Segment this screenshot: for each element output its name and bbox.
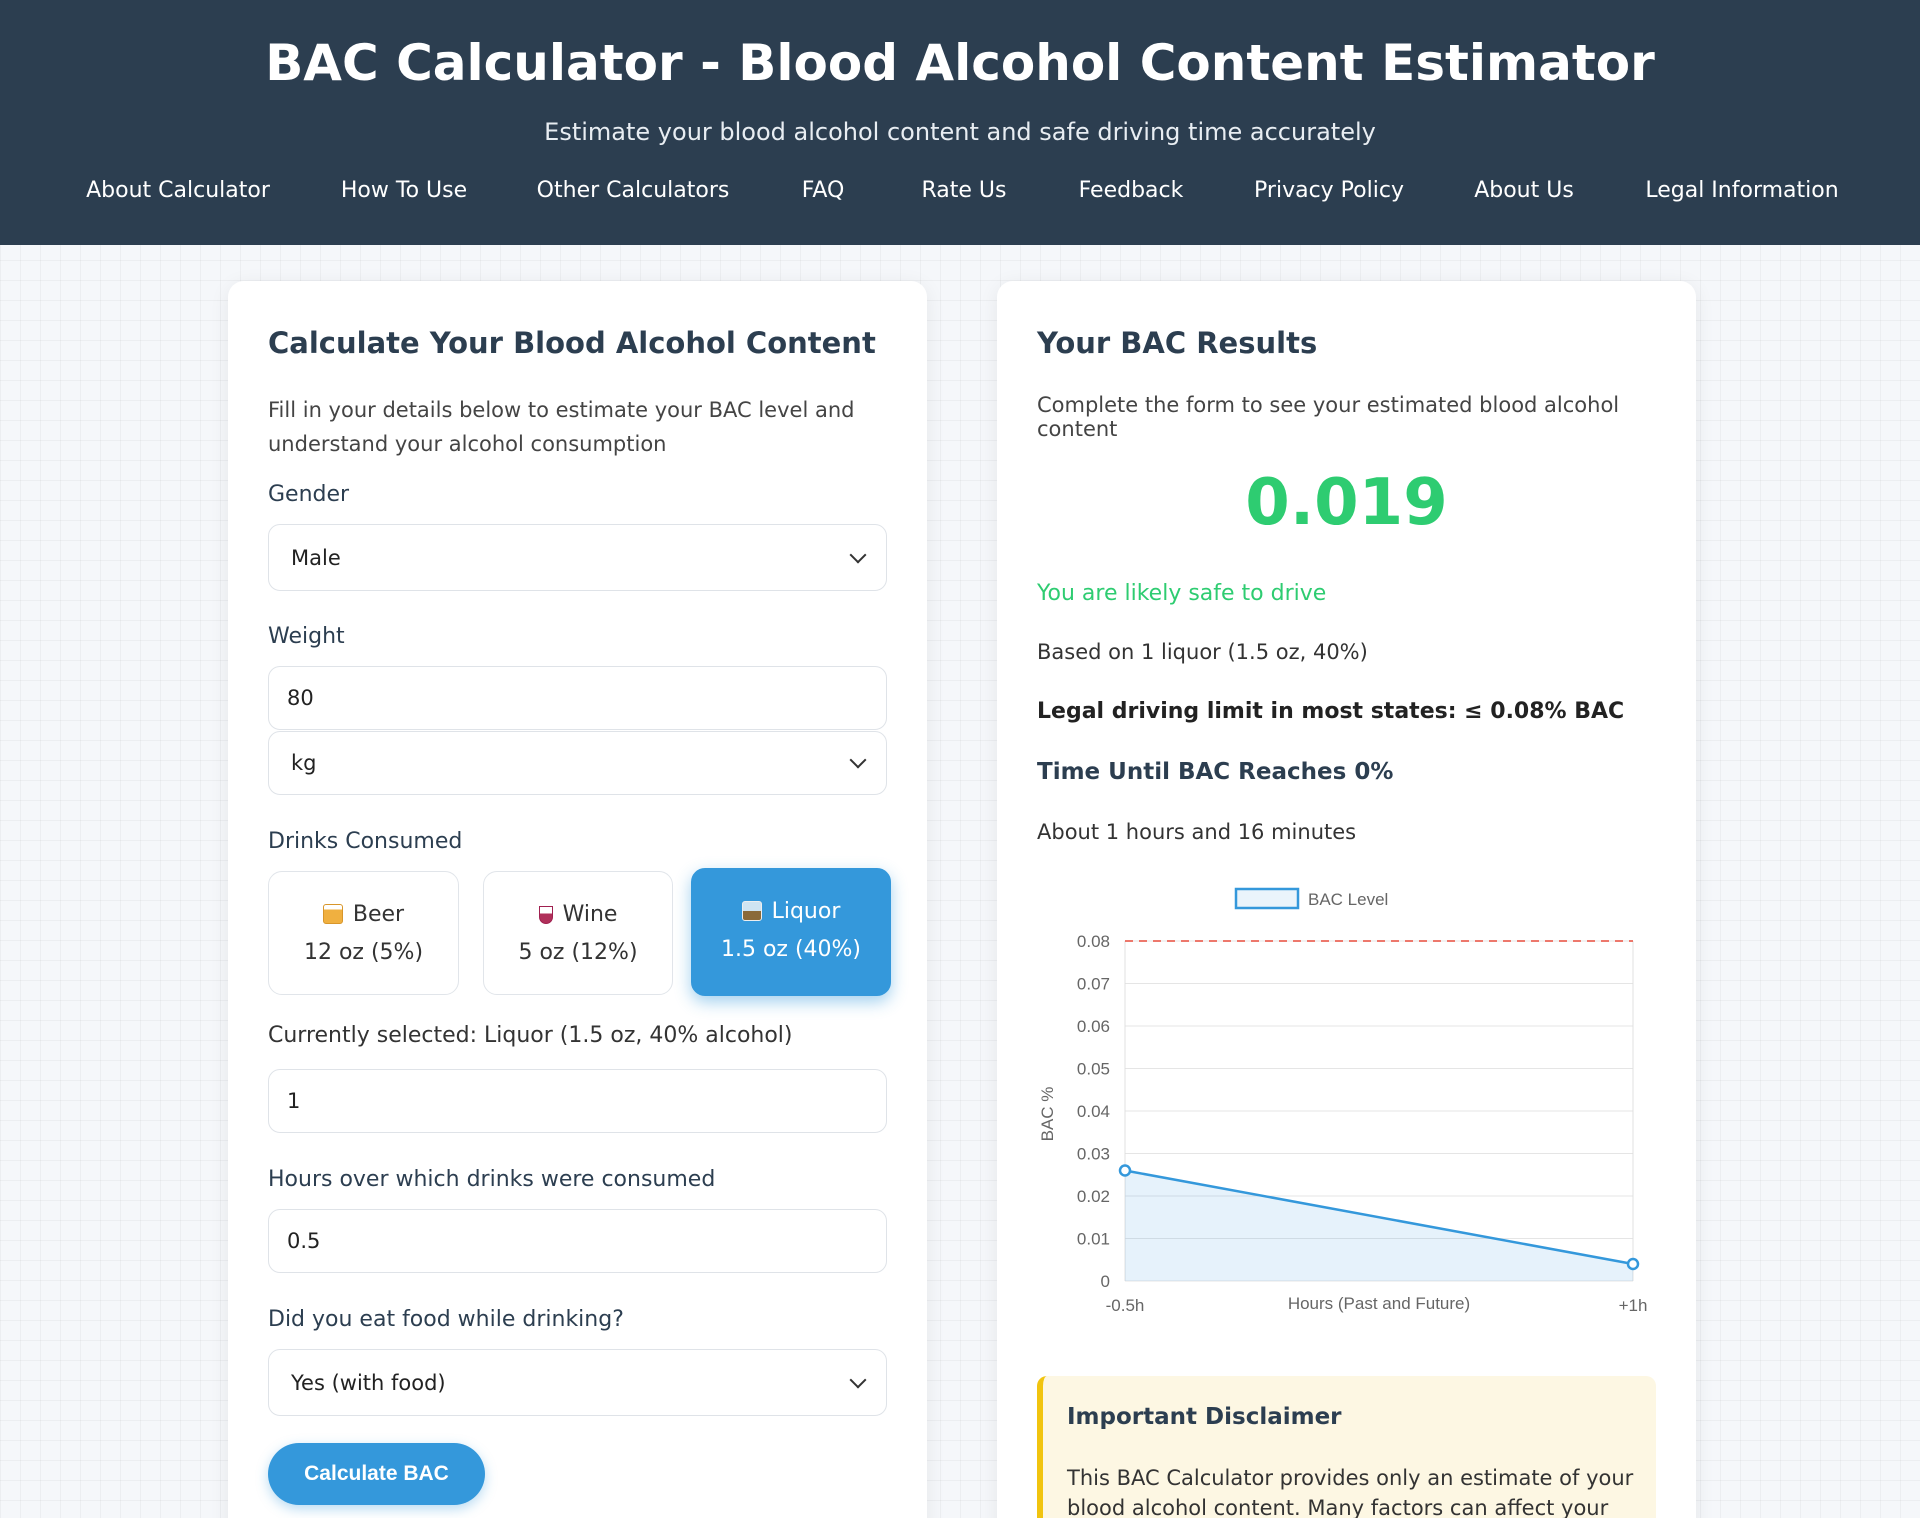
y-tick-label: 0.06 <box>1077 1017 1110 1036</box>
calculator-form-card: Calculate Your Blood Alcohol Content Fil… <box>228 281 927 1518</box>
weight-label: Weight <box>268 624 345 649</box>
nav-about-us[interactable]: About Us <box>1474 178 1574 203</box>
y-tick-label: 0.03 <box>1077 1145 1110 1164</box>
y-tick-label: 0.04 <box>1077 1102 1110 1121</box>
chart-y-ticks: 0 0.01 0.02 0.03 0.04 0.05 0.06 0.07 0.08 <box>1077 932 1110 1291</box>
based-on-text: Based on 1 liquor (1.5 oz, 40%) <box>1037 640 1368 664</box>
gender-label: Gender <box>268 482 350 507</box>
x-tick-label: +1h <box>1619 1296 1648 1315</box>
chart-x-ticks: -0.5h +1h <box>1106 1296 1648 1315</box>
y-tick-label: 0.01 <box>1077 1230 1110 1249</box>
weight-input[interactable]: 80 <box>268 666 887 730</box>
drinks-label: Drinks Consumed <box>268 829 463 854</box>
y-axis-label: BAC % <box>1038 1087 1057 1142</box>
food-label: Did you eat food while drinking? <box>268 1307 624 1332</box>
time-value: About 1 hours and 16 minutes <box>1037 820 1357 844</box>
driving-status: You are likely safe to drive <box>1037 581 1327 606</box>
x-tick-label: -0.5h <box>1106 1296 1145 1315</box>
calculate-bac-button[interactable]: Calculate BAC <box>268 1443 485 1505</box>
legal-limit-text: Legal driving limit in most states: ≤ 0.… <box>1037 699 1625 724</box>
y-tick-label: 0 <box>1101 1272 1110 1291</box>
x-axis-label: Hours (Past and Future) <box>1288 1294 1470 1313</box>
results-intro: Complete the form to see your estimated … <box>1037 393 1620 441</box>
weight-value: 80 <box>287 686 314 710</box>
results-title: Your BAC Results <box>1037 326 1318 360</box>
drink-option-beer[interactable]: Beer 12 oz (5%) <box>268 871 459 995</box>
y-tick-label: 0.02 <box>1077 1187 1110 1206</box>
page-title: BAC Calculator - Blood Alcohol Content E… <box>265 34 1655 92</box>
drink-option-wine[interactable]: Wine 5 oz (12%) <box>483 871 673 995</box>
drink-name: Wine <box>562 902 618 927</box>
chevron-down-icon <box>849 751 867 769</box>
data-point <box>1626 1257 1640 1271</box>
drink-size: 5 oz (12%) <box>518 940 638 965</box>
drink-name: Liquor <box>771 899 841 924</box>
nav-faq[interactable]: FAQ <box>801 178 845 203</box>
nav-feedback[interactable]: Feedback <box>1078 178 1184 203</box>
hours-value: 0.5 <box>287 1229 321 1253</box>
bac-value: 0.019 <box>1245 466 1448 540</box>
data-point <box>1118 1164 1132 1177</box>
drink-count-input[interactable]: 1 <box>268 1069 887 1133</box>
food-value: Yes (with food) <box>291 1370 446 1395</box>
chart-points <box>1118 1164 1640 1271</box>
gender-select[interactable]: Male <box>268 524 887 591</box>
page-subtitle: Estimate your blood alcohol content and … <box>544 118 1376 146</box>
nav-other-calculators[interactable]: Other Calculators <box>536 178 730 203</box>
disclaimer-box: Important Disclaimer This BAC Calculator… <box>1037 1376 1656 1518</box>
nav-privacy-policy[interactable]: Privacy Policy <box>1254 178 1404 203</box>
drink-size: 1.5 oz (40%) <box>720 937 862 962</box>
disclaimer-text: This BAC Calculator provides only an est… <box>1067 1466 1634 1518</box>
legend-swatch <box>1234 887 1300 910</box>
currently-selected-text: Currently selected: Liquor (1.5 oz, 40% … <box>268 1023 793 1048</box>
nav-about-calculator[interactable]: About Calculator <box>86 178 270 203</box>
y-tick-label: 0.07 <box>1077 975 1110 994</box>
time-heading: Time Until BAC Reaches 0% <box>1037 759 1394 785</box>
chevron-down-icon <box>849 1371 867 1388</box>
bac-series-line <box>1124 1169 1634 1266</box>
gender-value: Male <box>291 545 341 570</box>
y-tick-label: 0.08 <box>1077 932 1110 951</box>
drink-size: 12 oz (5%) <box>303 940 424 965</box>
disclaimer-title: Important Disclaimer <box>1067 1404 1342 1430</box>
site-header: BAC Calculator - Blood Alcohol Content E… <box>0 0 1920 245</box>
chevron-down-icon <box>849 546 867 563</box>
liquor-icon <box>741 901 762 921</box>
hours-input[interactable]: 0.5 <box>268 1209 887 1273</box>
drink-name: Beer <box>352 902 405 927</box>
main-nav: About Calculator How To Use Other Calcul… <box>0 178 1920 214</box>
nav-legal-information[interactable]: Legal Information <box>1645 178 1839 203</box>
form-intro: Fill in your details below to estimate y… <box>268 398 855 456</box>
weight-unit-value: kg <box>291 751 317 775</box>
nav-rate-us[interactable]: Rate Us <box>921 178 1007 203</box>
results-card: Your BAC Results Complete the form to se… <box>997 281 1696 1518</box>
drink-count-value: 1 <box>287 1089 301 1113</box>
food-select[interactable]: Yes (with food) <box>268 1349 887 1416</box>
wine-icon <box>538 906 553 924</box>
y-tick-label: 0.05 <box>1077 1060 1110 1079</box>
bac-area <box>1125 1170 1633 1281</box>
form-title: Calculate Your Blood Alcohol Content <box>268 326 876 360</box>
drink-option-liquor[interactable]: Liquor 1.5 oz (40%) <box>691 868 891 996</box>
bac-chart: 0 0.01 0.02 0.03 0.04 0.05 0.06 0.07 0.08 -0.5h +… <box>1038 887 1648 1315</box>
nav-how-to-use[interactable]: How To Use <box>340 178 468 203</box>
hours-label: Hours over which drinks were consumed <box>268 1167 716 1192</box>
legend-label: BAC Level <box>1308 890 1388 909</box>
beer-icon <box>322 904 343 924</box>
weight-unit-select[interactable]: kg <box>268 731 887 795</box>
